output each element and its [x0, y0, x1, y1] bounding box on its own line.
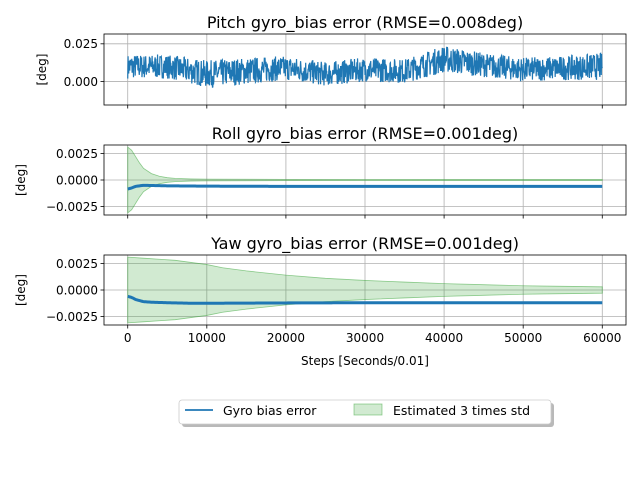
x-tick-label: 0 — [124, 331, 132, 345]
y-axis-label: [deg] — [35, 54, 49, 86]
subplot-0: 0.000 0.025 Pitch gyro_bias error (RMSE=0.… — [35, 13, 627, 109]
y-tick-label: 0.0025 — [56, 147, 98, 161]
subplot-title: Yaw gyro_bias error (RMSE=0.001deg) — [210, 234, 519, 254]
series-line — [127, 183, 603, 191]
y-axis-label: [deg] — [14, 274, 28, 306]
series-line — [127, 294, 603, 305]
subplots-group: 0.000 0.025 Pitch gyro_bias error (RMSE=0.… — [14, 13, 627, 368]
subplot-title: Pitch gyro_bias error (RMSE=0.008deg) — [207, 13, 523, 33]
y-tick-label: 0.000 — [64, 75, 98, 89]
subplot-1: −0.0025 0.0000 0.0025 Roll gyro_bias error … — [14, 124, 627, 219]
x-tick-label: 20000 — [267, 331, 305, 345]
y-axis-label: [deg] — [14, 164, 28, 196]
std-band — [127, 256, 603, 324]
legend-patch-swatch — [353, 403, 383, 416]
x-tick-label: 30000 — [346, 331, 384, 345]
std-band — [127, 146, 603, 214]
x-tick-label: 60000 — [583, 331, 621, 345]
x-axis-label: Steps [Seconds/0.01] — [301, 354, 429, 368]
y-tick-label: 0.025 — [64, 37, 98, 51]
legend: Gyro bias error Estimated 3 times std — [178, 399, 554, 427]
legend-label: Gyro bias error — [223, 403, 317, 418]
y-tick-label: −0.0025 — [46, 200, 98, 214]
y-tick-label: 0.0000 — [56, 173, 98, 187]
x-tick-label: 40000 — [425, 331, 463, 345]
legend-label: Estimated 3 times std — [393, 403, 530, 418]
y-tick-label: −0.0025 — [46, 310, 98, 324]
series-line — [127, 46, 603, 88]
y-tick-label: 0.0000 — [56, 283, 98, 297]
x-tick-label: 50000 — [504, 331, 542, 345]
x-tick-label: 10000 — [188, 331, 226, 345]
subplot-2: 0 10000 20000 30000 40000 50000 60000 −0.0025 0.… — [14, 234, 627, 368]
subplot-title: Roll gyro_bias error (RMSE=0.001deg) — [212, 124, 519, 144]
legend-box — [178, 399, 552, 425]
y-tick-label: 0.0025 — [56, 257, 98, 271]
